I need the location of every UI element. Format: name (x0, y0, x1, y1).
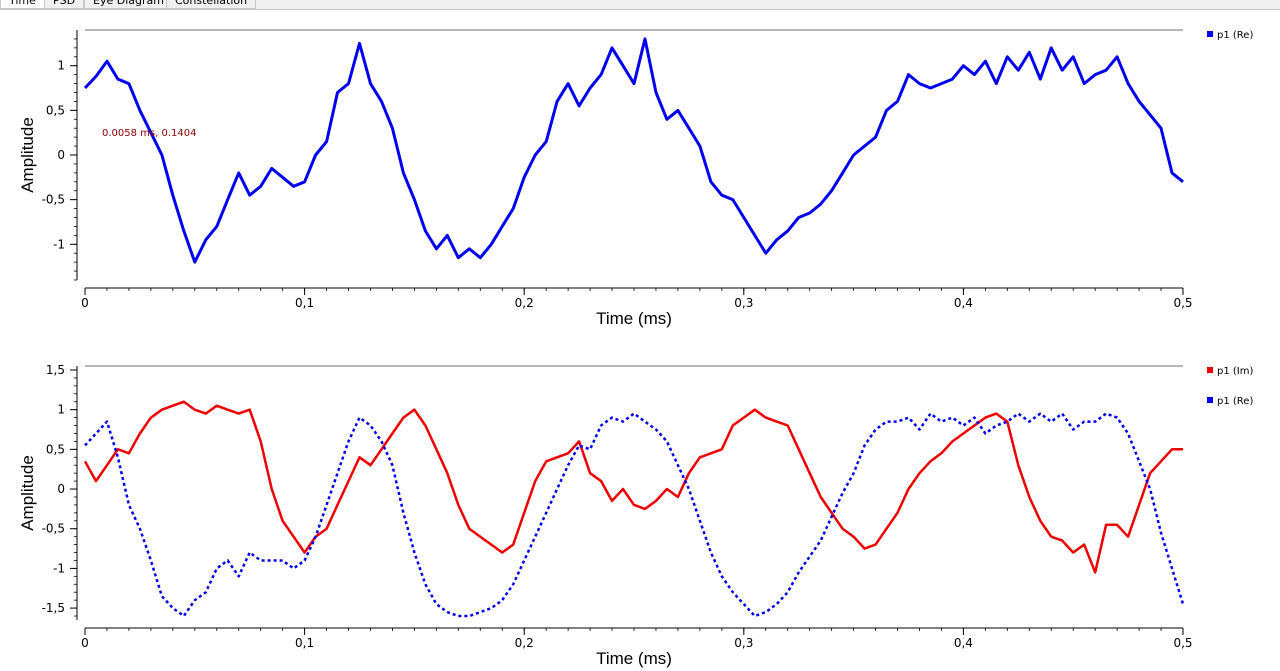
x-tick-label: 0,1 (295, 636, 314, 650)
y-tick-label: -0,5 (42, 522, 65, 536)
tab-bar: Time PSD Eye Diagram Constellation (0, 0, 1280, 10)
x-tick-label: 0,1 (295, 296, 314, 310)
marker-readout: 0.0058 ms, 0.1404 (102, 128, 196, 139)
y-tick-label: 1 (57, 403, 65, 417)
x-tick-label: 0,3 (734, 636, 753, 650)
x-axis-title: Time (ms) (596, 309, 672, 328)
series-line-p1-re- (83, 37, 1184, 264)
panel-divider (0, 336, 1280, 348)
x-tick-label: 0,2 (515, 296, 534, 310)
series-line-p1-re- (84, 412, 1185, 618)
legend-label[interactable]: p1 (Im) (1217, 366, 1253, 377)
tab-psd[interactable]: PSD (44, 0, 85, 9)
y-axis-title: Amplitude (18, 455, 37, 531)
y-tick-label: -1 (53, 561, 65, 575)
time-plot-re: 0 0,1 0,2 0,3 0,4 0,5 -1 -0,5 0 0,5 1 Time (ms) Ampl… (0, 10, 1280, 336)
y-tick-label: 0,5 (46, 103, 65, 117)
tab-eye-diagram[interactable]: Eye Diagram (84, 0, 173, 9)
x-axis-title: Time (ms) (596, 649, 672, 668)
time-plot-im-re: 0 0,1 0,2 0,3 0,4 0,5 -1,5 -1 -0,5 0 0,5 1 1,5 Time (… (0, 348, 1280, 671)
y-tick-label: -1,5 (42, 601, 65, 615)
x-tick-label: 0,4 (954, 296, 973, 310)
y-tick-label: 1 (57, 59, 65, 73)
legend-label[interactable]: p1 (Re) (1217, 396, 1253, 407)
time-plot-im-re-svg: 0 0,1 0,2 0,3 0,4 0,5 -1,5 -1 -0,5 0 0,5 1 1,5 Time (… (18, 363, 1253, 668)
x-tick-label: 0,5 (1173, 296, 1192, 310)
x-tick-label: 0,3 (734, 296, 753, 310)
y-tick-label: -1 (53, 237, 65, 251)
x-tick-label: 0,2 (515, 636, 534, 650)
tab-constellation[interactable]: Constellation (166, 0, 257, 9)
legend-swatch (1207, 31, 1213, 37)
legend-label[interactable]: p1 (Re) (1217, 30, 1253, 41)
legend-swatch (1207, 397, 1213, 403)
x-tick-label: 0,4 (954, 636, 973, 650)
time-plot-re-svg: 0 0,1 0,2 0,3 0,4 0,5 -1 -0,5 0 0,5 1 Time (ms) Ampl… (18, 29, 1253, 328)
y-tick-label: 0,5 (46, 442, 65, 456)
series-line-p1-im- (83, 400, 1183, 574)
x-tick-label: 0,5 (1173, 636, 1192, 650)
y-axis-title: Amplitude (18, 117, 37, 193)
x-tick-label: 0 (81, 296, 89, 310)
y-tick-label: 0 (57, 148, 65, 162)
y-tick-label: 0 (57, 482, 65, 496)
legend-swatch (1207, 367, 1213, 373)
x-tick-label: 0 (81, 636, 89, 650)
y-tick-label: 1,5 (46, 363, 65, 377)
y-tick-label: -0,5 (42, 193, 65, 207)
tab-time[interactable]: Time (0, 0, 45, 9)
